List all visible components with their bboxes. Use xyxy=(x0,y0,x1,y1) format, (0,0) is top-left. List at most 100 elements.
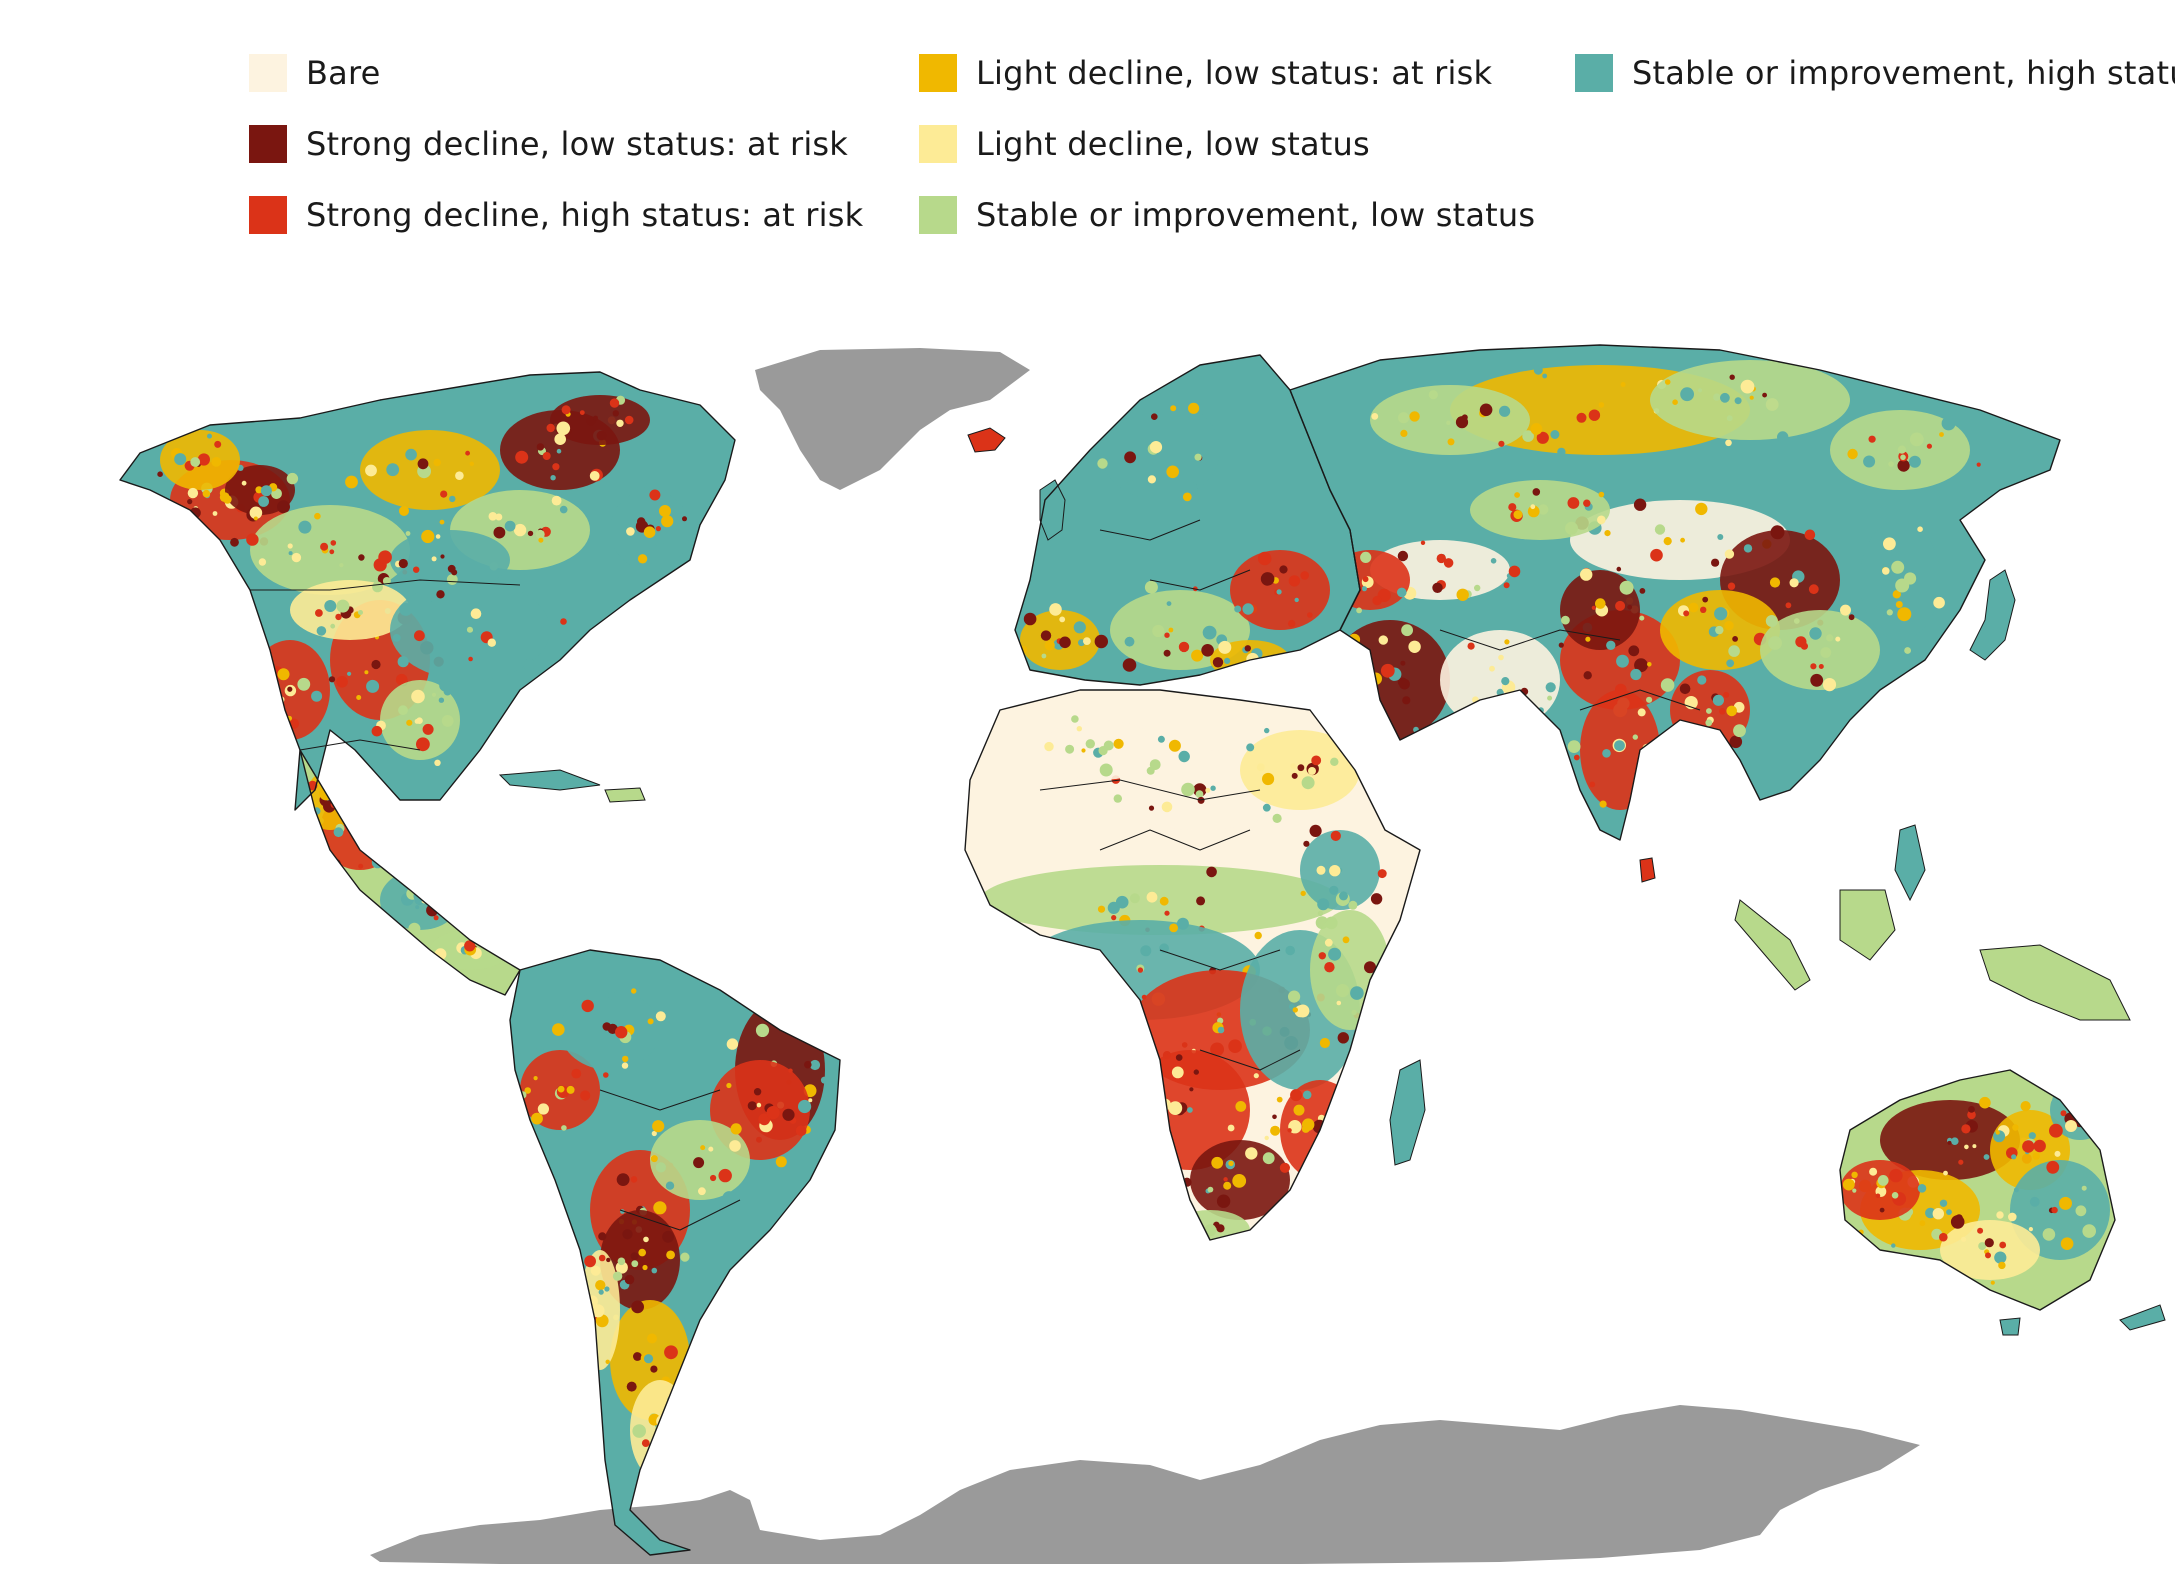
australia-speckle xyxy=(1869,1167,1878,1176)
north-america-speckle xyxy=(440,490,448,498)
asia-speckle xyxy=(1728,645,1740,657)
south-america-speckle xyxy=(655,1011,666,1022)
north-america-speckle xyxy=(640,502,646,508)
asia-speckle xyxy=(1616,654,1629,668)
north-america-speckle xyxy=(298,520,312,534)
asia-speckle xyxy=(1826,634,1834,642)
asia-patch xyxy=(1650,360,1850,440)
tasmania xyxy=(1999,1317,2021,1336)
africa-speckle xyxy=(1217,1026,1225,1034)
south-america-speckle xyxy=(581,999,594,1013)
north-america-speckle xyxy=(552,463,560,471)
central-america-speckle xyxy=(333,827,344,838)
australia-speckle xyxy=(1939,1232,1948,1242)
north-america-speckle xyxy=(469,461,474,466)
asia-speckle xyxy=(1714,607,1728,621)
australia-speckle xyxy=(1961,1236,1967,1242)
north-america-speckle xyxy=(277,668,290,681)
asia-speckle xyxy=(1664,379,1671,385)
central-america-speckle xyxy=(329,858,341,870)
africa-speckle xyxy=(1099,763,1113,777)
north-america-speckle xyxy=(286,472,299,485)
africa-speckle xyxy=(1342,731,1348,737)
north-america-speckle xyxy=(230,537,239,547)
africa-speckle xyxy=(1232,1174,1247,1188)
asia-speckle xyxy=(1401,624,1413,637)
north-america-speckle xyxy=(365,464,377,477)
africa-speckle xyxy=(1168,739,1181,752)
africa-speckle xyxy=(1115,895,1129,909)
australia-speckle xyxy=(1977,1227,1984,1234)
north-america-speckle xyxy=(438,697,445,703)
africa-speckle xyxy=(1246,743,1255,752)
asia-speckle xyxy=(1522,430,1534,442)
asia-speckle xyxy=(1380,663,1395,678)
africa-speckle xyxy=(999,965,1005,972)
asia-patch xyxy=(1440,630,1560,730)
asia-speckle xyxy=(1654,760,1669,775)
africa-speckle xyxy=(1065,744,1075,754)
asia-speckle xyxy=(1647,662,1652,667)
north-america-speckle xyxy=(682,516,687,522)
asia-speckle xyxy=(1713,393,1721,401)
asia-speckle xyxy=(1939,432,1944,437)
south-america-speckle xyxy=(664,1345,678,1360)
asia-speckle xyxy=(1810,663,1817,670)
south-america-speckle xyxy=(598,1289,604,1295)
africa-speckle xyxy=(1336,1093,1343,1100)
greenland xyxy=(755,348,1030,490)
asia-speckle xyxy=(1547,695,1553,701)
north-america-speckle xyxy=(249,506,263,520)
africa-speckle xyxy=(1205,787,1211,793)
africa-speckle xyxy=(1223,1177,1228,1182)
australia-speckle xyxy=(1939,1199,1948,1207)
north-america-speckle xyxy=(190,507,201,519)
south-america-speckle xyxy=(584,1255,596,1268)
asia-speckle xyxy=(1557,447,1566,457)
asia-speckle xyxy=(1663,537,1672,546)
central-america-speckle xyxy=(335,795,341,801)
asia-speckle xyxy=(1530,504,1536,510)
legend-item-strong-decline-low-status: Strong decline, low status: at risk xyxy=(249,122,848,166)
south-america-speckle xyxy=(630,1252,639,1261)
south-america-speckle xyxy=(782,1108,795,1121)
asia-speckle xyxy=(1724,620,1734,631)
north-america-speckle xyxy=(297,677,311,691)
north-america-speckle xyxy=(399,506,409,516)
africa-speckle xyxy=(1111,915,1117,921)
asia-speckle xyxy=(1533,365,1543,375)
europe-speckle xyxy=(1194,453,1202,461)
asia-speckle xyxy=(1436,553,1447,564)
south-america-speckle xyxy=(775,1156,787,1168)
africa-speckle xyxy=(1129,893,1140,904)
europe-speckle xyxy=(1202,625,1217,640)
asia-speckle xyxy=(1432,582,1443,593)
asia-speckle xyxy=(1639,588,1646,594)
south-america-speckle xyxy=(633,1352,642,1361)
north-america-speckle xyxy=(616,419,624,427)
south-america-speckle xyxy=(655,1423,668,1436)
asia-speckle xyxy=(1740,379,1755,394)
asia-speckle xyxy=(1926,443,1932,449)
asia-speckle xyxy=(1616,566,1622,572)
south-america-speckle xyxy=(647,1018,654,1025)
africa-speckle xyxy=(1228,1160,1234,1167)
africa-speckle xyxy=(1290,763,1297,769)
south-america-speckle xyxy=(622,1229,633,1240)
country-border xyxy=(1149,569,1251,591)
australia-speckle xyxy=(2070,1085,2083,1099)
europe-speckle xyxy=(1178,641,1190,653)
africa-speckle xyxy=(1330,757,1339,766)
south-america-speckle xyxy=(598,1254,606,1262)
asia-speckle xyxy=(1732,636,1738,642)
asia-speckle xyxy=(1400,660,1406,666)
map-legend: Bare Strong decline, low status: at risk… xyxy=(0,0,2175,260)
north-america-speckle xyxy=(241,480,247,486)
north-america-speckle xyxy=(542,452,551,460)
asia-speckle xyxy=(1498,440,1505,447)
africa xyxy=(965,690,1420,1240)
country-border xyxy=(1199,1049,1301,1071)
asia-speckle xyxy=(1339,662,1349,672)
north-america-speckle xyxy=(637,517,646,526)
asia-speckle xyxy=(1717,534,1724,540)
